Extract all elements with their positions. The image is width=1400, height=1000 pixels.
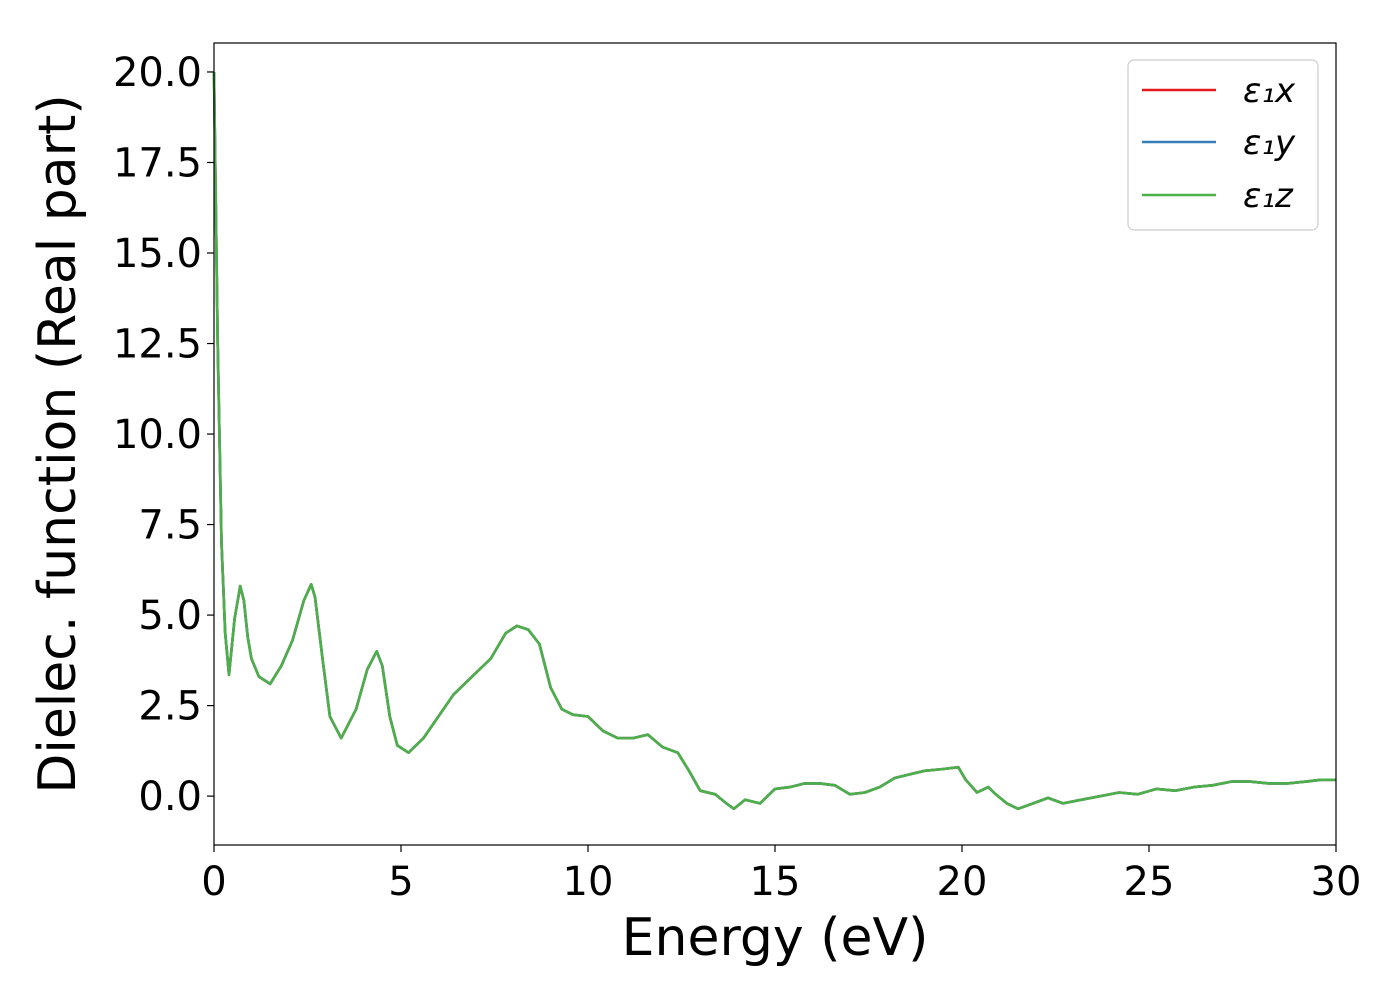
y-tick-label: 0.0 xyxy=(138,774,202,820)
y-tick-label: 10.0 xyxy=(113,412,202,458)
x-tick-label: 10 xyxy=(563,859,614,905)
y-tick-label: 2.5 xyxy=(138,684,202,730)
y-tick-label: 20.0 xyxy=(113,50,202,96)
x-tick-label: 25 xyxy=(1124,859,1175,905)
legend: ε₁x ε₁y ε₁z xyxy=(1127,59,1319,231)
y-axis-title: Dielec. function (Real part) xyxy=(28,94,88,793)
series-layer xyxy=(212,71,1336,811)
y-tick-label: 5.0 xyxy=(138,593,202,639)
y-tick-label: 17.5 xyxy=(113,140,202,186)
series-line-e1z xyxy=(212,71,1336,811)
legend-label-e1y: ε₁y xyxy=(1243,123,1296,163)
x-axis-ticks: 0 5 10 15 20 25 30 xyxy=(201,845,1361,905)
x-tick-label: 0 xyxy=(201,859,226,905)
legend-label-e1x: ε₁x xyxy=(1243,71,1296,111)
y-axis-ticks: 0.0 2.5 5.0 7.5 10.0 12.5 15.0 17.5 20.0 xyxy=(113,50,214,820)
y-tick-label: 15.0 xyxy=(113,231,202,277)
x-axis-title: Energy (eV) xyxy=(622,908,929,968)
x-tick-label: 15 xyxy=(750,859,801,905)
x-tick-label: 30 xyxy=(1311,859,1362,905)
x-tick-label: 5 xyxy=(388,859,413,905)
legend-box xyxy=(1127,59,1319,231)
y-tick-label: 12.5 xyxy=(113,322,202,368)
y-tick-label: 7.5 xyxy=(138,503,202,549)
legend-label-e1z: ε₁z xyxy=(1243,176,1294,216)
x-tick-label: 20 xyxy=(937,859,988,905)
